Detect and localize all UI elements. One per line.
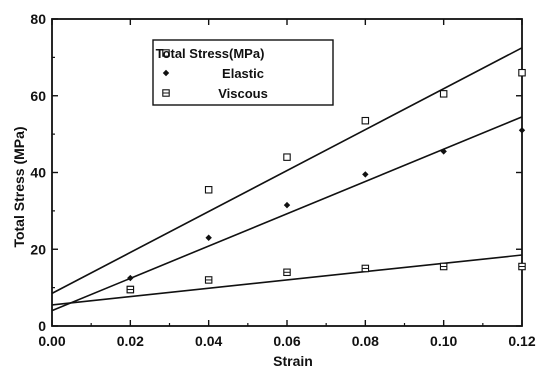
x-tick-label: 0.10 <box>430 333 457 349</box>
legend-label: Elastic <box>222 66 264 81</box>
legend: Total Stress(MPa) Elastic Viscous <box>152 39 334 106</box>
y-tick-label: 60 <box>30 88 46 104</box>
data-point <box>361 264 370 273</box>
legend-label: Viscous <box>218 86 268 101</box>
x-tick-label: 0.08 <box>352 333 379 349</box>
y-axis-title: Total Stress (MPa) <box>11 126 27 247</box>
data-point <box>204 276 213 284</box>
y-tick-label: 80 <box>30 11 46 27</box>
y-tick-label: 0 <box>38 318 46 334</box>
y-tick-label: 20 <box>30 241 46 257</box>
legend-label: Total Stress(MPa) <box>156 46 265 61</box>
data-point <box>204 186 213 194</box>
data-point <box>127 274 134 282</box>
x-tick-label: 0.06 <box>273 333 300 349</box>
data-point <box>162 69 170 77</box>
x-axis-title: Strain <box>273 353 313 369</box>
data-point <box>126 285 135 294</box>
fit-line <box>51 47 523 295</box>
data-points <box>126 68 526 294</box>
data-point <box>205 234 212 241</box>
data-point <box>162 89 170 97</box>
data-point <box>162 49 170 57</box>
x-tick-label: 0.04 <box>195 333 222 349</box>
data-point <box>518 127 526 134</box>
data-point <box>518 68 526 77</box>
legend-items: Total Stress(MPa) Elastic Viscous <box>156 46 268 101</box>
data-point <box>362 171 369 178</box>
data-point <box>518 262 526 271</box>
x-tick-label: 0.02 <box>117 333 144 349</box>
data-point <box>361 116 370 125</box>
data-point <box>283 153 291 161</box>
legend-box <box>152 39 334 106</box>
data-point <box>440 148 447 155</box>
x-tick-label: 0.00 <box>38 333 65 349</box>
fit-line <box>51 116 523 312</box>
x-tick-label: 0.12 <box>508 333 535 349</box>
fit-line <box>51 254 523 306</box>
y-tick-label: 40 <box>30 165 46 181</box>
data-point <box>283 268 291 277</box>
data-point <box>439 90 448 98</box>
data-point <box>439 262 448 271</box>
axis-ticks: 0.00 0.02 0.04 0.06 0.08 0.10 0.12 0 20 40 60 80 <box>30 11 535 349</box>
data-point <box>283 201 291 209</box>
